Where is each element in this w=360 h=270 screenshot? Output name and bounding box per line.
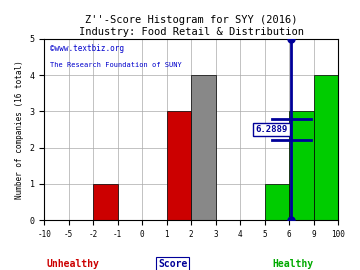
- Y-axis label: Number of companies (16 total): Number of companies (16 total): [15, 60, 24, 199]
- Bar: [93, 184, 118, 220]
- Bar: [289, 111, 314, 220]
- Text: 6.2889: 6.2889: [256, 125, 288, 134]
- Bar: [265, 184, 289, 220]
- Text: Healthy: Healthy: [272, 259, 313, 269]
- Bar: [314, 75, 338, 220]
- Text: The Research Foundation of SUNY: The Research Foundation of SUNY: [50, 62, 182, 68]
- Bar: [191, 75, 216, 220]
- Title: Z''-Score Histogram for SYY (2016)
Industry: Food Retail & Distribution: Z''-Score Histogram for SYY (2016) Indus…: [79, 15, 304, 37]
- Text: Score: Score: [158, 259, 188, 269]
- Text: Unhealthy: Unhealthy: [47, 259, 100, 269]
- Bar: [167, 111, 191, 220]
- Text: ©www.textbiz.org: ©www.textbiz.org: [50, 44, 124, 53]
